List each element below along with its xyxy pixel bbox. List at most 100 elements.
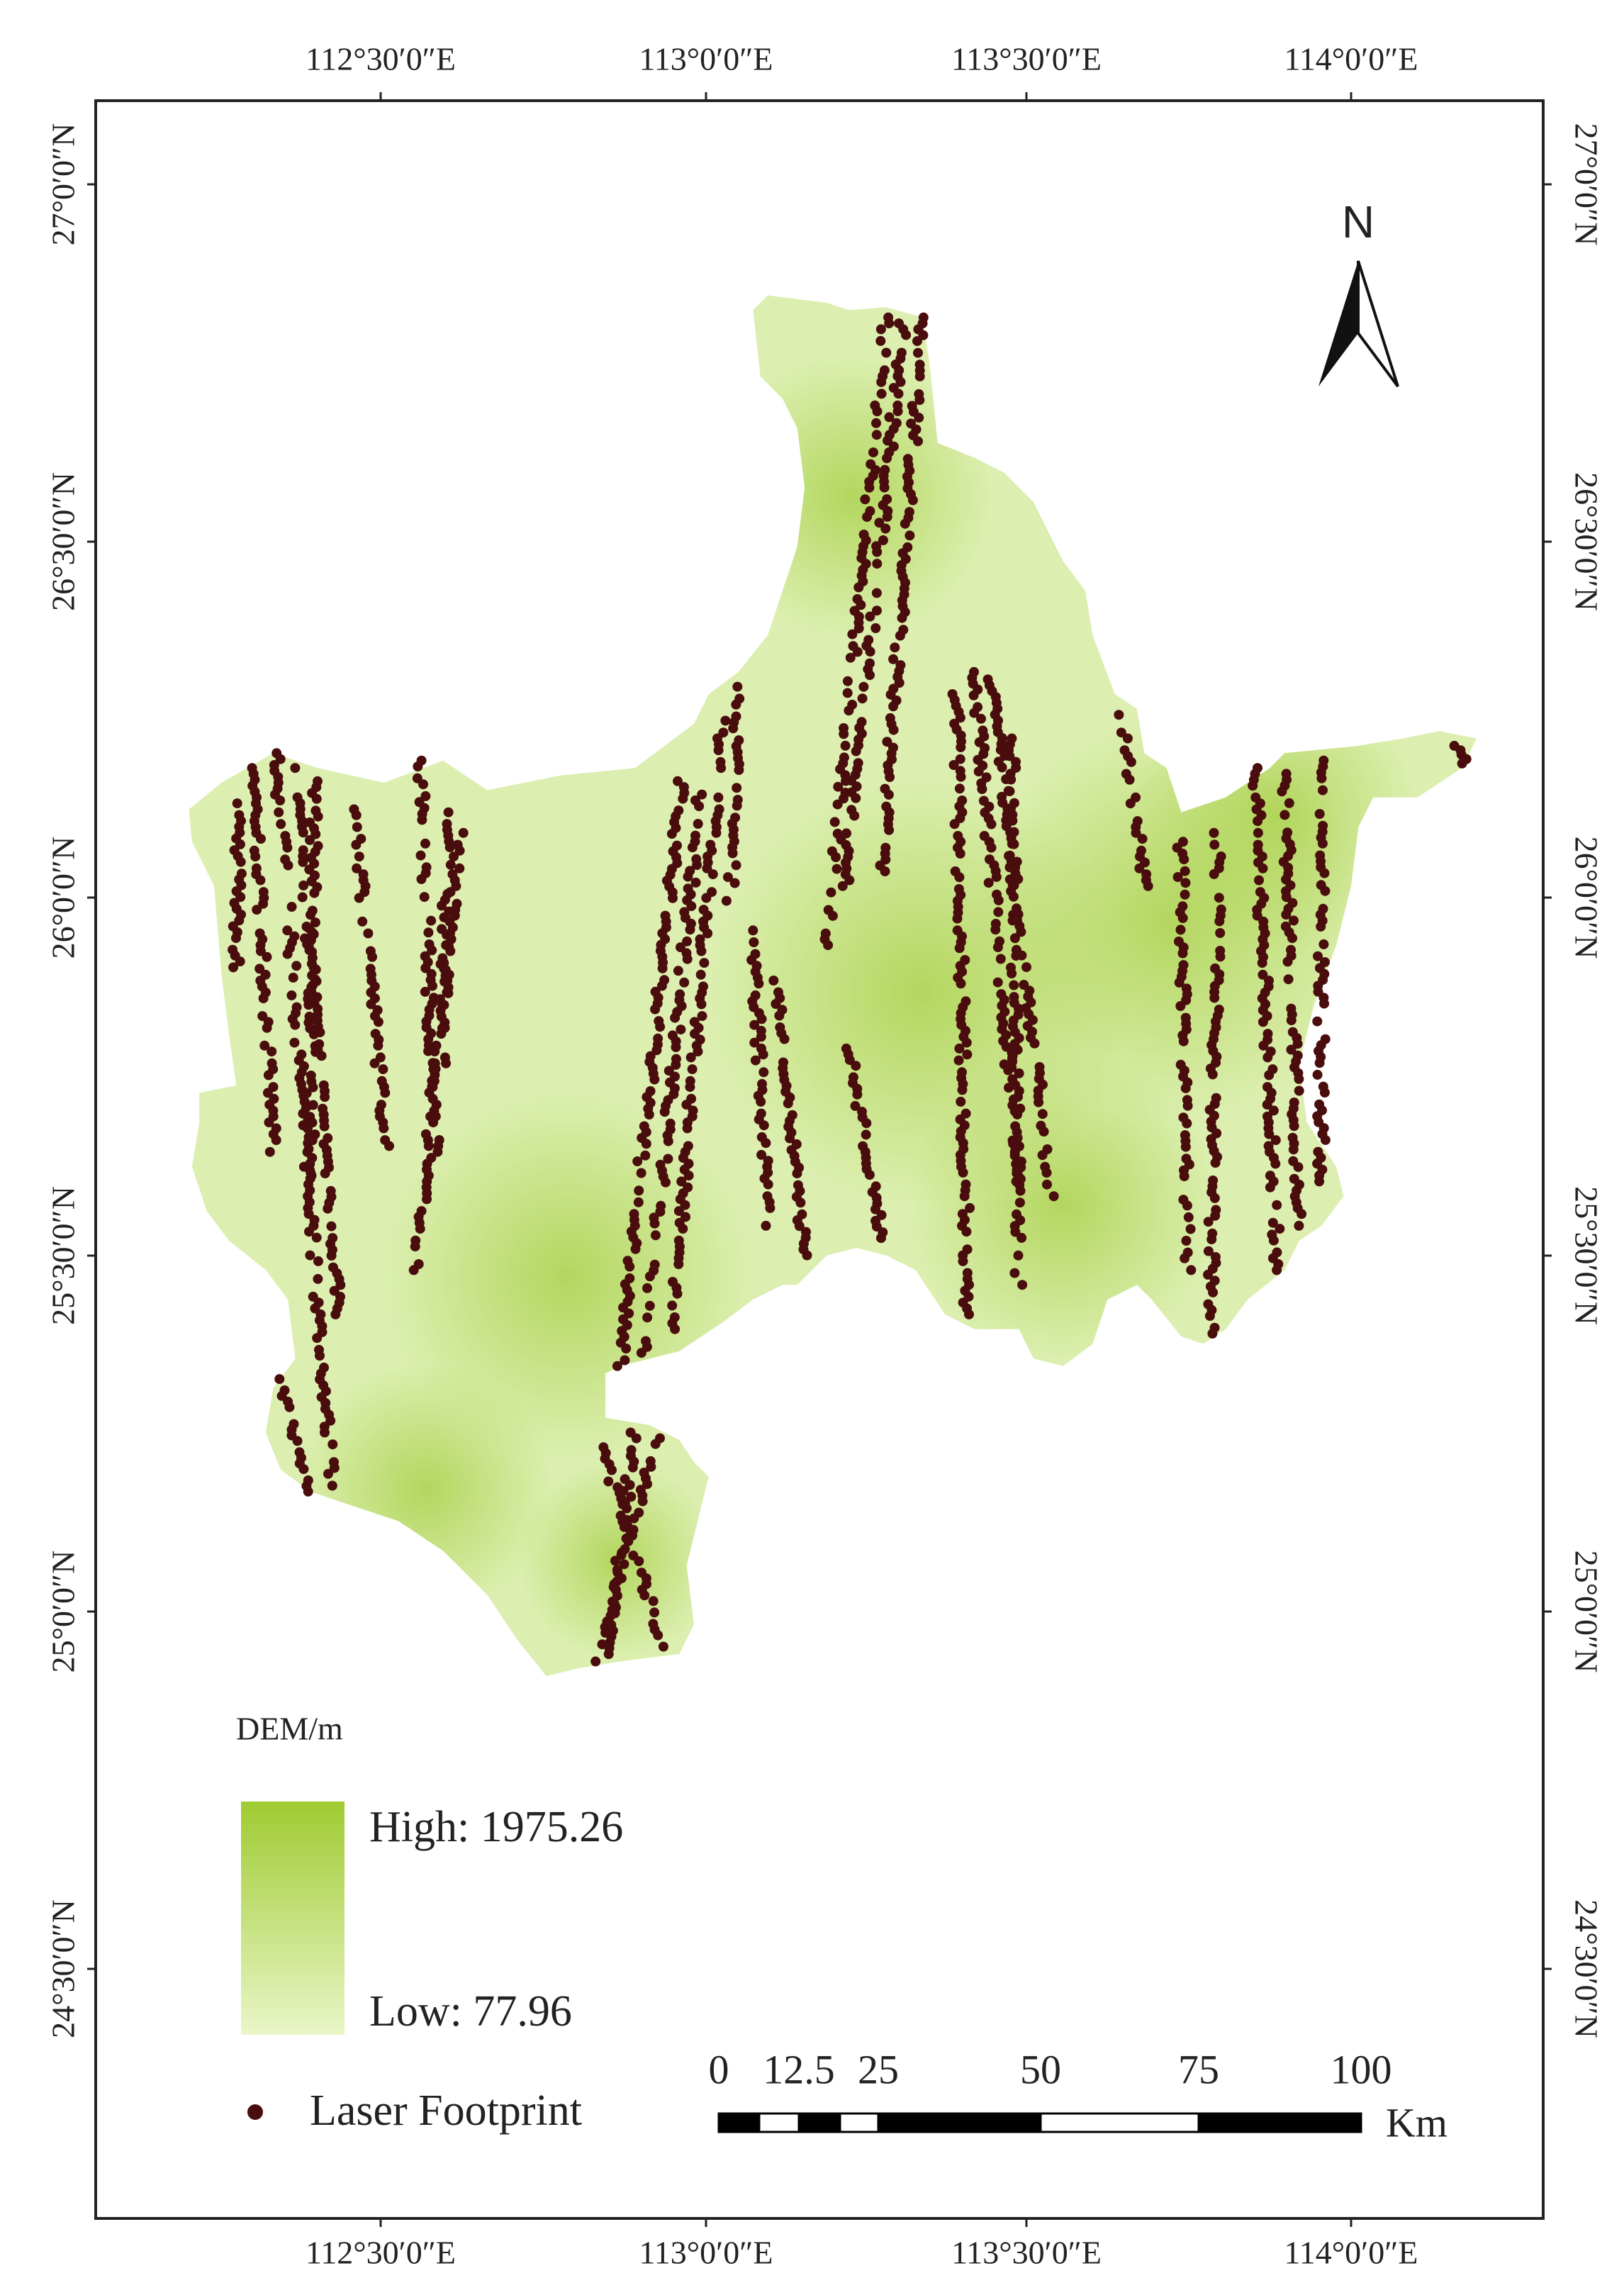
footprint xyxy=(875,324,886,335)
footprint xyxy=(872,605,882,616)
footprint xyxy=(633,1197,644,1207)
footprint xyxy=(749,1037,760,1048)
footprint xyxy=(858,681,869,692)
footprint xyxy=(986,842,997,853)
footprint xyxy=(320,1427,330,1438)
footprint xyxy=(646,1461,656,1472)
footprint xyxy=(378,1064,388,1075)
footprint xyxy=(357,916,368,927)
footprint xyxy=(768,976,779,985)
footprint xyxy=(883,435,893,446)
footprint xyxy=(1006,774,1017,785)
footprint xyxy=(707,869,718,880)
footprint xyxy=(289,1037,300,1048)
left-latitude: 24°30′0″N xyxy=(45,1899,82,2038)
footprint xyxy=(313,1256,323,1266)
footprint xyxy=(976,713,986,724)
footprint xyxy=(335,1280,346,1290)
footprint xyxy=(844,705,854,716)
footprint xyxy=(1172,872,1183,882)
footprint xyxy=(756,1014,767,1024)
footprint xyxy=(1318,939,1329,949)
footprint xyxy=(649,1074,660,1085)
scale-segment xyxy=(877,2112,1042,2133)
footprint xyxy=(427,981,437,991)
footprint xyxy=(320,1092,330,1102)
footprint xyxy=(326,1221,337,1232)
footprint xyxy=(986,819,997,830)
footprint xyxy=(878,535,888,545)
footprint xyxy=(678,1224,688,1234)
left-latitude: 26°30′0″N xyxy=(45,472,82,611)
footprint xyxy=(912,336,922,347)
footprint xyxy=(851,1061,861,1071)
footprint xyxy=(1258,1017,1268,1027)
footprint xyxy=(1203,1269,1213,1280)
footprint xyxy=(913,436,923,447)
footprint xyxy=(956,742,966,752)
footprint xyxy=(1007,968,1017,978)
left-latitude: 27°0′0″N xyxy=(45,123,82,246)
footprint xyxy=(721,895,732,906)
footprint xyxy=(1209,869,1219,879)
footprint xyxy=(621,1533,632,1543)
footprint xyxy=(954,943,965,954)
footprint xyxy=(644,1271,655,1282)
scale-label: 0 xyxy=(709,2046,729,2092)
footprint xyxy=(282,925,293,936)
footprint xyxy=(1177,912,1188,923)
footprint xyxy=(1286,1044,1297,1055)
footprint xyxy=(785,1133,795,1144)
footprint xyxy=(845,652,856,663)
footprint xyxy=(442,987,452,998)
footprint xyxy=(625,1261,635,1272)
legend-footprint: Laser Footprint xyxy=(310,2087,582,2135)
footprint xyxy=(749,937,759,947)
footprint xyxy=(444,842,455,853)
footprint xyxy=(694,801,705,812)
footprint xyxy=(1215,951,1226,962)
footprint xyxy=(656,981,667,991)
footprint xyxy=(284,1402,295,1412)
footprint xyxy=(303,1486,313,1497)
footprint xyxy=(1312,1016,1323,1027)
footprint xyxy=(678,793,688,804)
right-latitude: 25°0′0″N xyxy=(1568,1551,1604,1673)
footprint xyxy=(1006,886,1017,896)
footprint xyxy=(761,1138,771,1149)
footprint xyxy=(1180,1253,1190,1263)
footprint xyxy=(651,1045,662,1056)
footprint xyxy=(892,406,903,417)
footprint xyxy=(275,754,286,764)
footprint xyxy=(1257,958,1267,968)
footprint xyxy=(627,1462,638,1473)
legend-title: DEM/m xyxy=(236,1711,343,1747)
footprint xyxy=(1258,969,1268,980)
footprint xyxy=(1319,868,1330,878)
right-latitude: 26°30′0″N xyxy=(1568,472,1604,611)
footprint xyxy=(949,819,960,830)
footprint xyxy=(443,807,454,817)
footprint xyxy=(696,946,707,956)
footprint xyxy=(871,588,882,598)
footprint xyxy=(650,1439,661,1449)
scale-segment xyxy=(839,2112,880,2133)
footprint xyxy=(636,1348,646,1358)
footprint xyxy=(853,623,864,634)
footprint xyxy=(291,961,302,971)
footprint xyxy=(1318,785,1328,795)
footprint xyxy=(1320,886,1331,896)
footprint xyxy=(839,729,849,739)
scale-bar: 0 12.5 25 50 75 100 Km xyxy=(709,2046,1448,2145)
footprint xyxy=(644,1300,655,1311)
footprint xyxy=(420,986,430,997)
footprint xyxy=(642,1283,652,1293)
footprint xyxy=(913,347,923,358)
footprint xyxy=(610,1556,620,1566)
footprint xyxy=(956,771,966,782)
footprint xyxy=(874,518,885,528)
footprint xyxy=(882,453,892,464)
footprint xyxy=(616,1573,627,1584)
footprint xyxy=(1277,786,1287,797)
footprint xyxy=(327,1439,338,1450)
